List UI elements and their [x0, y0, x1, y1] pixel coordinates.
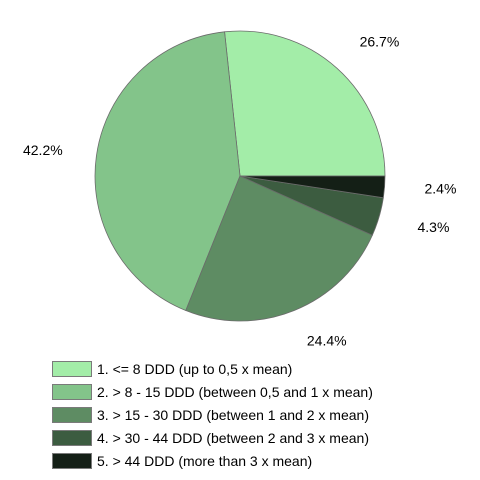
- legend-label: 2. > 8 - 15 DDD (between 0,5 and 1 x mea…: [97, 384, 373, 400]
- legend-item: 3. > 15 - 30 DDD (between 1 and 2 x mean…: [52, 404, 472, 426]
- legend-swatch: [52, 453, 92, 469]
- legend-label: 3. > 15 - 30 DDD (between 1 and 2 x mean…: [97, 407, 369, 423]
- legend-item: 2. > 8 - 15 DDD (between 0,5 and 1 x mea…: [52, 381, 472, 403]
- pie-slices: [94, 30, 386, 322]
- data-label: 2.4%: [425, 181, 457, 197]
- legend-label: 5. > 44 DDD (more than 3 x mean): [97, 453, 313, 469]
- pie-slice: [94, 31, 241, 312]
- chart-legend: 1. <= 8 DDD (up to 0,5 x mean) 2. > 8 - …: [52, 358, 472, 473]
- data-label: 24.4%: [307, 333, 347, 349]
- legend-item: 1. <= 8 DDD (up to 0,5 x mean): [52, 358, 472, 380]
- data-label: 4.3%: [418, 219, 450, 235]
- legend-swatch: [52, 361, 92, 377]
- legend-swatch: [52, 384, 92, 400]
- pie-slice: [224, 30, 386, 177]
- legend-item: 5. > 44 DDD (more than 3 x mean): [52, 450, 472, 472]
- pie-slice: [239, 175, 386, 199]
- pie-data-labels: 26.7% 42.2% 24.4% 4.3% 2.4%: [23, 34, 456, 349]
- legend-label: 4. > 30 - 44 DDD (between 2 and 3 x mean…: [97, 430, 369, 446]
- legend-swatch: [52, 407, 92, 423]
- legend-item: 4. > 30 - 44 DDD (between 2 and 3 x mean…: [52, 427, 472, 449]
- data-label: 42.2%: [23, 142, 63, 158]
- pie-slice: [185, 175, 373, 322]
- legend-label: 1. <= 8 DDD (up to 0,5 x mean): [97, 361, 293, 377]
- data-label: 26.7%: [360, 34, 400, 50]
- legend-swatch: [52, 430, 92, 446]
